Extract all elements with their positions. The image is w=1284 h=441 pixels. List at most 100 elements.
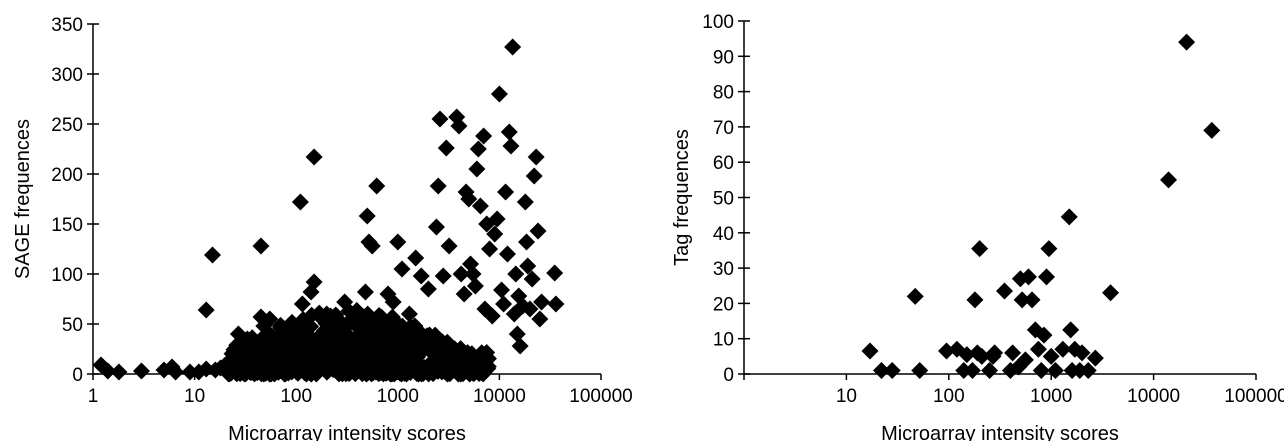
data-point-cluster [283, 313, 301, 331]
data-point-cluster [438, 333, 456, 351]
data-point-cluster [266, 350, 284, 368]
chart-left-axes [92, 24, 601, 375]
y-tick-label: 300 [51, 65, 83, 86]
data-point [437, 139, 455, 157]
data-point [996, 282, 1014, 300]
data-point [529, 222, 547, 240]
data-point-cluster [407, 340, 425, 358]
data-point [1203, 121, 1221, 139]
data-point [389, 233, 407, 251]
chart-right-x-axis-label: Microarray intensity scores [881, 423, 1119, 441]
data-point-cluster [395, 346, 413, 364]
data-point [547, 295, 565, 313]
y-tick-label: 50 [713, 189, 734, 210]
data-point [305, 148, 323, 166]
data-point [1160, 171, 1178, 189]
data-point-cluster [259, 329, 277, 347]
y-tick-label: 350 [51, 15, 83, 36]
x-tick-label: 10 [184, 386, 205, 407]
y-tick-label: 250 [51, 115, 83, 136]
data-point-cluster [383, 363, 401, 381]
x-tick-label: 10 [836, 386, 857, 407]
data-point [1016, 351, 1034, 369]
data-point-cluster [375, 348, 393, 366]
data-point [521, 300, 539, 318]
data-point [440, 237, 458, 255]
data-point [508, 325, 526, 343]
x-tick-label: 10000 [1127, 386, 1180, 407]
data-point-cluster [463, 347, 481, 365]
data-point [1035, 326, 1053, 344]
y-tick-label: 20 [713, 294, 734, 315]
data-point [483, 307, 501, 325]
data-point [1073, 344, 1091, 362]
data-point-cluster [422, 362, 440, 380]
data-point [427, 218, 445, 236]
data-point [519, 257, 537, 275]
data-point-cluster [286, 351, 304, 369]
data-point [966, 291, 984, 309]
data-point [293, 295, 311, 313]
chart-right-points [861, 33, 1221, 379]
x-tick-label: 100000 [1224, 386, 1284, 407]
data-point-cluster [281, 325, 299, 343]
data-point-cluster [383, 310, 401, 328]
data-point [486, 225, 504, 243]
data-point-cluster [295, 326, 313, 344]
y-tick-label: 10 [713, 330, 734, 351]
data-point [963, 361, 981, 379]
data-point [516, 193, 534, 211]
chart-right-y-ticks: 0 10 20 30 40 50 60 70 80 90 100 [702, 12, 750, 386]
data-point-cluster [237, 364, 255, 382]
data-point [407, 249, 425, 267]
data-point [450, 117, 468, 135]
x-tick-label: 100 [280, 386, 312, 407]
y-tick-label: 90 [713, 47, 734, 68]
data-point-cluster [453, 348, 471, 366]
data-point [911, 361, 929, 379]
data-point-cluster [437, 356, 455, 374]
data-point [455, 285, 473, 303]
data-point [132, 362, 150, 380]
data-point [302, 283, 320, 301]
data-point [99, 362, 117, 380]
data-point [495, 295, 513, 313]
x-tick-label: 100000 [569, 386, 632, 407]
data-point [986, 344, 1004, 362]
data-point [546, 264, 564, 282]
data-point-cluster [318, 345, 336, 363]
data-point [167, 363, 185, 381]
data-point [523, 270, 541, 288]
data-point [981, 361, 999, 379]
data-point-cluster [331, 339, 349, 357]
data-point [488, 210, 506, 228]
chart-right-x-ticks: 10 100 1000 10000 100000 [743, 374, 1284, 407]
data-point [469, 140, 487, 158]
data-point [261, 310, 279, 328]
y-tick-label: 100 [51, 265, 83, 286]
chart-right-tag: 0 10 20 30 40 50 60 70 80 90 100 10 100 1000 10000 100… [671, 12, 1284, 441]
data-point [971, 240, 989, 258]
y-tick-label: 80 [713, 83, 734, 104]
data-point [1178, 33, 1196, 51]
chart-left-points [92, 38, 565, 383]
data-point [1019, 268, 1037, 286]
data-point [434, 267, 452, 285]
chart-right-axes [743, 21, 1256, 375]
y-tick-label: 50 [62, 315, 83, 336]
data-point [460, 190, 478, 208]
data-point-cluster [317, 315, 335, 333]
data-point [363, 237, 381, 255]
data-point [525, 167, 543, 185]
x-tick-label: 1000 [1030, 386, 1072, 407]
data-point [412, 267, 430, 285]
data-point [419, 280, 437, 298]
data-point-cluster [381, 328, 399, 346]
y-tick-label: 100 [702, 12, 734, 33]
data-point [197, 301, 215, 319]
data-point [1060, 208, 1078, 226]
data-point [497, 183, 515, 201]
data-point [475, 127, 493, 145]
data-point [861, 342, 879, 360]
